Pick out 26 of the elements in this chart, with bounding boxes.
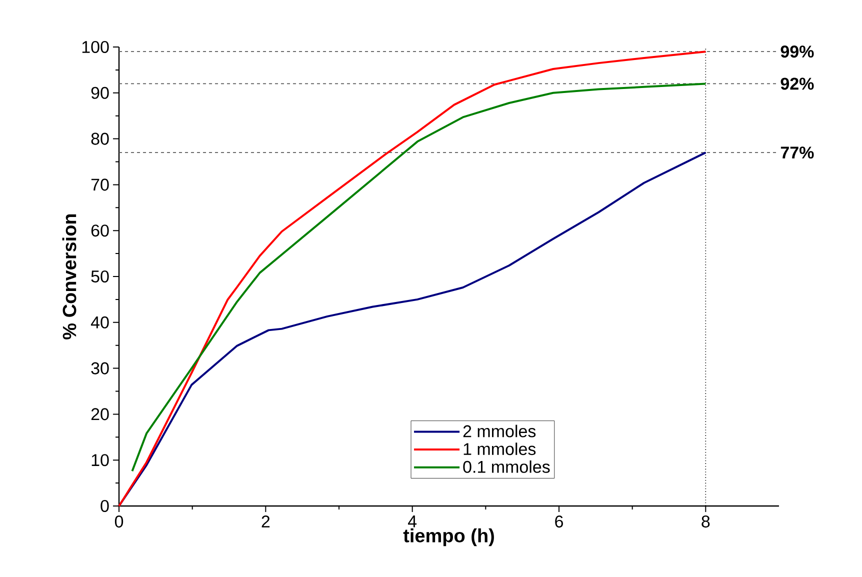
y-tick-label: 0 <box>100 500 109 512</box>
legend-label: 2 mmoles <box>463 424 536 438</box>
y-tick-label: 50 <box>91 270 109 283</box>
y-axis-title: % Conversion <box>62 214 76 340</box>
x-tick-label: 0 <box>114 516 124 528</box>
x-axis-title: tiempo (h) <box>403 528 494 546</box>
ref-line-label: 92% <box>780 78 814 90</box>
line-series <box>118 50 707 507</box>
x-tick-label: 2 <box>262 516 270 528</box>
y-tick-label: 20 <box>91 408 109 420</box>
y-tick-label: 10 <box>92 454 109 466</box>
y-tick-label: 90 <box>91 86 109 99</box>
y-tick-label: 40 <box>90 316 109 328</box>
y-tick-label: 60 <box>91 224 109 237</box>
legend-label: 0.1 mmoles <box>463 460 550 473</box>
ref-line-label: 99% <box>780 46 814 58</box>
y-tick-label: 70 <box>91 178 109 191</box>
y-tick-label: 100 <box>82 40 109 54</box>
y-tick-label: 30 <box>91 362 109 374</box>
legend-label: 1 mmoles <box>464 442 536 456</box>
y-tick-label: 80 <box>91 132 109 145</box>
x-tick-label: 4 <box>408 516 417 528</box>
line-series <box>131 82 707 472</box>
x-tick-label: 6 <box>555 516 563 528</box>
ref-line-label: 77% <box>780 146 814 159</box>
x-tick-label: 8 <box>702 516 710 528</box>
